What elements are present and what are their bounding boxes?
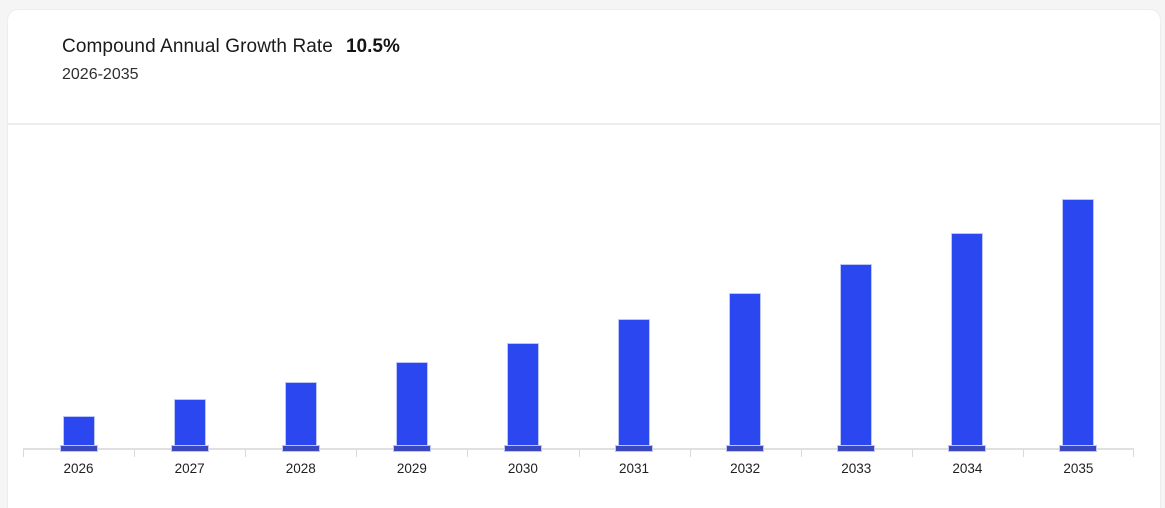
- bar-slot-2032: [690, 125, 801, 452]
- x-axis-label-2032: 2032: [730, 461, 761, 476]
- x-axis-label-2027: 2027: [174, 461, 205, 476]
- chart-title: Compound Annual Growth Rate: [62, 36, 333, 57]
- x-axis-tick: [134, 450, 136, 457]
- bar-slot-2028: [245, 125, 356, 452]
- bar-base-2026: [59, 445, 98, 452]
- x-axis-tick: [1022, 450, 1024, 457]
- bar-2028[interactable]: [284, 382, 317, 449]
- x-axis-tick: [911, 450, 913, 457]
- bar-2026[interactable]: [62, 416, 95, 449]
- x-axis-label-2033: 2033: [841, 461, 872, 476]
- x-axis-tick: [689, 450, 691, 457]
- x-axis-label-2031: 2031: [619, 461, 650, 476]
- bar-2033[interactable]: [840, 264, 873, 449]
- bar-base-2029: [392, 445, 431, 452]
- x-axis-tick: [1133, 450, 1134, 457]
- bar-base-2027: [170, 445, 209, 452]
- bar-base-2033: [837, 445, 876, 452]
- bar-2029[interactable]: [395, 362, 428, 449]
- bar-chart-plot-area: 2026 2027 2028 2029 2030 2031 2032 2033 2034 2035: [23, 125, 1134, 476]
- bar-2034[interactable]: [951, 233, 984, 449]
- bar-2027[interactable]: [173, 399, 206, 449]
- x-axis-label-2035: 2035: [1063, 461, 1094, 476]
- chart-title-row: Compound Annual Growth Rate 10.5%: [62, 36, 1140, 59]
- bar-base-2034: [948, 445, 987, 452]
- x-axis-line: [23, 448, 1134, 450]
- header-divider: [8, 123, 1160, 125]
- x-axis-label-2030: 2030: [507, 461, 538, 476]
- bar-base-2031: [615, 445, 654, 452]
- bar-slot-2027: [134, 125, 245, 452]
- bar-slot-2026: [23, 125, 134, 452]
- x-axis-label-2034: 2034: [952, 461, 983, 476]
- bar-2031[interactable]: [618, 319, 651, 449]
- bar-slot-2031: [579, 125, 690, 452]
- x-axis-tick: [800, 450, 802, 457]
- chart-period: 2026-2035: [62, 65, 139, 83]
- cagr-chart-card: Compound Annual Growth Rate 10.5% 2026-2…: [8, 10, 1160, 508]
- x-axis-tick: [23, 450, 24, 457]
- bar-base-2030: [503, 445, 542, 452]
- cagr-value: 10.5%: [345, 36, 400, 57]
- x-axis-label-2028: 2028: [285, 461, 316, 476]
- x-axis-tick: [467, 450, 469, 457]
- x-axis-labels: 2026 2027 2028 2029 2030 2031 2032 2033 2034 2035: [23, 461, 1134, 479]
- bar-2035[interactable]: [1062, 199, 1095, 449]
- bar-base-2035: [1059, 445, 1098, 452]
- x-axis-tick: [356, 450, 358, 457]
- bar-2030[interactable]: [506, 343, 539, 449]
- bar-slot-2029: [356, 125, 467, 452]
- x-axis-tick: [578, 450, 580, 457]
- bar-slot-2030: [467, 125, 578, 452]
- x-axis-label-2029: 2029: [396, 461, 427, 476]
- bar-base-2028: [281, 445, 320, 452]
- bar-2032[interactable]: [729, 293, 762, 449]
- bar-base-2032: [726, 445, 765, 452]
- bar-slot-2034: [912, 125, 1023, 452]
- bar-slot-2033: [801, 125, 912, 452]
- chart-header: Compound Annual Growth Rate 10.5% 2026-2…: [62, 36, 1140, 84]
- x-axis-tick: [245, 450, 247, 457]
- bar-slot-2035: [1023, 125, 1134, 452]
- x-axis-label-2026: 2026: [63, 461, 94, 476]
